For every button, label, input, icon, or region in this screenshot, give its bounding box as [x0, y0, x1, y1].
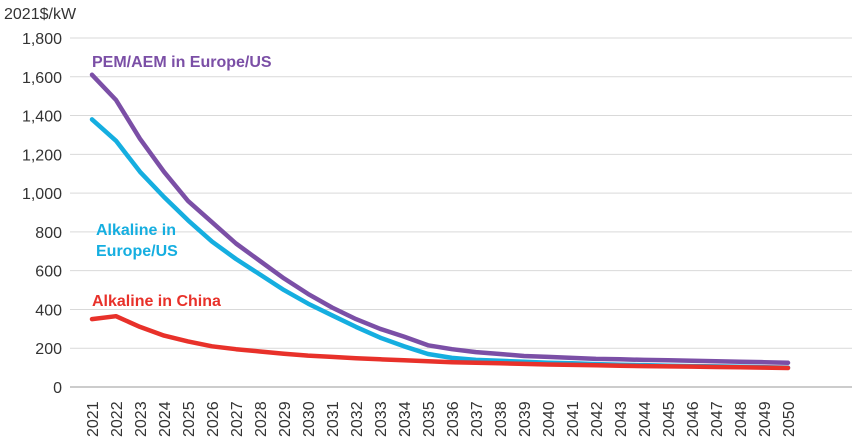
y-tick-label: 1,600	[22, 70, 62, 87]
x-tick-label: 2032	[349, 401, 366, 437]
series-labels: PEM/AEM in Europe/US Alkaline in Europe/US…	[92, 54, 272, 310]
x-tick-label: 2041	[565, 401, 582, 437]
x-tick-label: 2026	[205, 401, 222, 437]
x-tick-label: 2027	[229, 401, 246, 437]
y-axis-tick-labels: 0 200 400 600 800 1,000 1,200 1,400 1,600 1,800	[22, 31, 62, 397]
x-tick-label: 2044	[637, 401, 654, 437]
x-tick-label: 2030	[301, 401, 318, 437]
x-tick-label: 2034	[397, 401, 414, 437]
x-tick-label: 2050	[781, 401, 798, 437]
y-tick-label: 400	[35, 302, 62, 319]
series-label-2: Alkaline in China	[92, 293, 221, 310]
x-tick-label: 2025	[181, 401, 198, 437]
series-line-2	[89, 313, 791, 371]
y-tick-label: 0	[53, 380, 62, 397]
y-tick-label: 1,800	[22, 31, 62, 48]
x-tick-label: 2048	[733, 401, 750, 437]
x-tick-label: 2036	[445, 401, 462, 437]
y-axis-unit-label: 2021$/kW	[4, 6, 77, 23]
x-tick-label: 2035	[421, 401, 438, 437]
x-tick-label: 2022	[109, 401, 126, 437]
series-label-0: PEM/AEM in Europe/US	[92, 54, 272, 71]
series-line-0	[89, 72, 791, 366]
x-tick-label: 2039	[517, 401, 534, 437]
x-tick-label: 2024	[157, 401, 174, 437]
x-tick-label: 2037	[469, 401, 486, 437]
x-tick-label: 2043	[613, 401, 630, 437]
y-tick-label: 600	[35, 264, 62, 281]
y-tick-label: 1,200	[22, 147, 62, 164]
series-line-1	[89, 117, 791, 370]
y-tick-label: 1,400	[22, 109, 62, 126]
x-tick-label: 2040	[541, 401, 558, 437]
x-tick-label: 2029	[277, 401, 294, 437]
series-lines	[89, 72, 791, 371]
x-tick-label: 2021	[85, 401, 102, 437]
x-tick-label: 2033	[373, 401, 390, 437]
x-tick-label: 2023	[133, 401, 150, 437]
x-tick-label: 2047	[709, 401, 726, 437]
series-label-1: Alkaline in Europe/US	[96, 222, 178, 260]
y-tick-label: 200	[35, 341, 62, 358]
x-axis-tick-labels: 2021 2022 2023 2024 2025 2026 2027 2028 2029 2030…	[85, 401, 798, 437]
x-tick-label: 2042	[589, 401, 606, 437]
y-tick-label: 1,000	[22, 186, 62, 203]
y-tick-label: 800	[35, 225, 62, 242]
x-tick-label: 2031	[325, 401, 342, 437]
x-tick-label: 2028	[253, 401, 270, 437]
x-tick-label: 2049	[757, 401, 774, 437]
x-tick-label: 2046	[685, 401, 702, 437]
x-tick-label: 2038	[493, 401, 510, 437]
x-tick-label: 2045	[661, 401, 678, 437]
